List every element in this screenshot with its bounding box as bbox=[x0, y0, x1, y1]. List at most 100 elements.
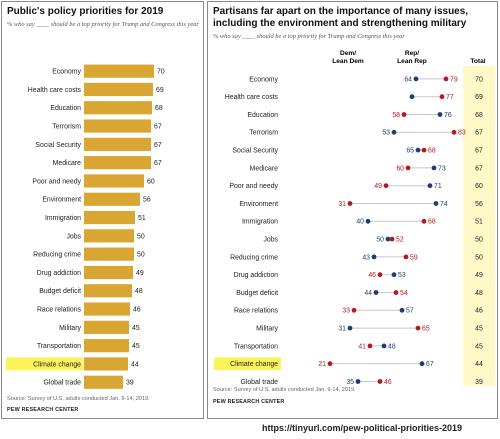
rep-value-label: 46 bbox=[384, 379, 392, 386]
category-label: Transportation bbox=[37, 343, 81, 350]
total-value-label: 46 bbox=[475, 308, 483, 315]
dem-value-label: 73 bbox=[438, 165, 446, 172]
right-chart-subtitle: % who say ____ should be a top priority … bbox=[213, 33, 405, 40]
category-label: Race relations bbox=[37, 306, 82, 313]
highlight-marker bbox=[214, 357, 281, 370]
rep-value-label: 54 bbox=[400, 290, 408, 297]
bar bbox=[84, 247, 134, 261]
rep-value-label: 49 bbox=[374, 183, 382, 190]
category-label: Environment bbox=[42, 197, 81, 204]
dem-value-label: 67 bbox=[426, 361, 434, 368]
bar bbox=[84, 302, 130, 316]
dem-legend-label-line2: Lean Dem bbox=[332, 58, 364, 65]
rep-dot bbox=[351, 307, 357, 313]
total-value-label: 51 bbox=[475, 219, 483, 226]
bar-value-label: 50 bbox=[137, 233, 145, 240]
rep-dot bbox=[393, 290, 399, 295]
dem-value-label: 64 bbox=[404, 76, 412, 83]
bar-value-label: 60 bbox=[147, 178, 155, 185]
dem-value-label: 53 bbox=[382, 130, 390, 137]
dem-dot bbox=[427, 183, 433, 189]
bar-value-label: 45 bbox=[132, 325, 140, 332]
category-label: Terrorism bbox=[249, 130, 278, 137]
rep-value-label: 77 bbox=[446, 94, 454, 101]
dem-dot bbox=[385, 236, 391, 242]
dem-dot bbox=[433, 201, 439, 206]
dem-dot bbox=[391, 129, 397, 135]
bar bbox=[84, 64, 154, 78]
category-label: Poor and needy bbox=[32, 178, 81, 185]
rep-dot bbox=[415, 325, 421, 331]
left-chart-subtitle: % who say ____ should be a top priority … bbox=[7, 21, 199, 28]
total-value-label: 48 bbox=[475, 290, 483, 297]
right-chart-title: Partisans far apart on the importance of… bbox=[213, 6, 469, 29]
bar bbox=[84, 265, 133, 280]
category-label: Drug addiction bbox=[234, 272, 279, 279]
rep-value-label: 68 bbox=[428, 219, 436, 226]
category-label: Jobs bbox=[66, 233, 81, 240]
category-label: Immigration bbox=[45, 215, 81, 222]
category-label: Reducing crime bbox=[33, 252, 81, 259]
dem-dot bbox=[409, 94, 415, 100]
rep-value-label: 46 bbox=[368, 272, 376, 279]
total-value-label: 69 bbox=[475, 94, 483, 101]
dem-dot bbox=[373, 290, 379, 295]
category-label: Budget deficit bbox=[236, 290, 278, 297]
dem-value-label: 57 bbox=[406, 308, 414, 315]
rep-value-label: 83 bbox=[458, 130, 466, 137]
bar-value-label: 48 bbox=[135, 288, 143, 295]
rep-value-label: 79 bbox=[450, 76, 458, 83]
category-label: Climate change bbox=[230, 361, 278, 368]
dem-dot bbox=[365, 218, 371, 224]
total-value-label: 56 bbox=[475, 201, 483, 208]
dem-dot bbox=[371, 254, 377, 260]
dem-dot bbox=[419, 361, 425, 367]
rep-value-label: 21 bbox=[318, 361, 326, 368]
rep-dot bbox=[377, 272, 383, 278]
rep-value-label: 59 bbox=[410, 254, 418, 261]
bar-chart: Economy 70 Health care costs 69 Education 68 T… bbox=[6, 64, 165, 389]
bar-value-label: 69 bbox=[156, 87, 164, 94]
category-label: Budget deficit bbox=[39, 288, 81, 295]
category-label: Environment bbox=[239, 201, 278, 208]
rep-dot bbox=[451, 129, 457, 135]
bar bbox=[84, 119, 151, 133]
rep-dot bbox=[421, 218, 427, 224]
bar bbox=[84, 192, 140, 206]
rep-dot bbox=[327, 361, 333, 367]
dem-dot bbox=[415, 147, 421, 153]
dem-dot bbox=[431, 165, 437, 171]
total-value-label: 39 bbox=[475, 379, 483, 386]
bar-value-label: 68 bbox=[155, 105, 163, 112]
dem-legend-label-line1: Dem/ bbox=[340, 50, 356, 57]
category-label: Drug addiction bbox=[37, 270, 82, 277]
category-label: Climate change bbox=[33, 361, 81, 368]
bar bbox=[84, 82, 153, 97]
rep-dot bbox=[401, 112, 407, 117]
left-chart-panel: Public's policy priorities for 2019 % wh… bbox=[1, 1, 204, 419]
category-label: Terrorism bbox=[52, 123, 81, 130]
left-chart-title: Public's policy priorities for 2019 bbox=[7, 6, 164, 17]
category-label: Economy bbox=[249, 76, 278, 83]
rep-value-label: 60 bbox=[396, 165, 404, 172]
rep-dot bbox=[439, 94, 445, 100]
total-value-label: 67 bbox=[475, 165, 483, 172]
dem-dot bbox=[437, 112, 443, 117]
bar bbox=[84, 284, 132, 298]
bar bbox=[84, 229, 134, 243]
dem-dot bbox=[381, 343, 387, 349]
dem-value-label: 40 bbox=[356, 219, 364, 226]
bar-value-label: 45 bbox=[132, 343, 140, 350]
category-label: Jobs bbox=[263, 237, 278, 244]
bar-value-label: 44 bbox=[131, 361, 139, 368]
rep-dot bbox=[389, 236, 395, 242]
category-label: Health care costs bbox=[28, 87, 82, 94]
dem-value-label: 65 bbox=[406, 148, 414, 155]
rep-dot bbox=[383, 183, 389, 189]
bar-value-label: 51 bbox=[138, 215, 146, 222]
bar-value-label: 50 bbox=[137, 252, 145, 259]
bar bbox=[84, 210, 135, 225]
rep-value-label: 31 bbox=[338, 201, 346, 208]
total-value-label: 50 bbox=[475, 254, 483, 261]
url-caption: https://tinyurl.com/pew-political-priori… bbox=[262, 423, 463, 433]
